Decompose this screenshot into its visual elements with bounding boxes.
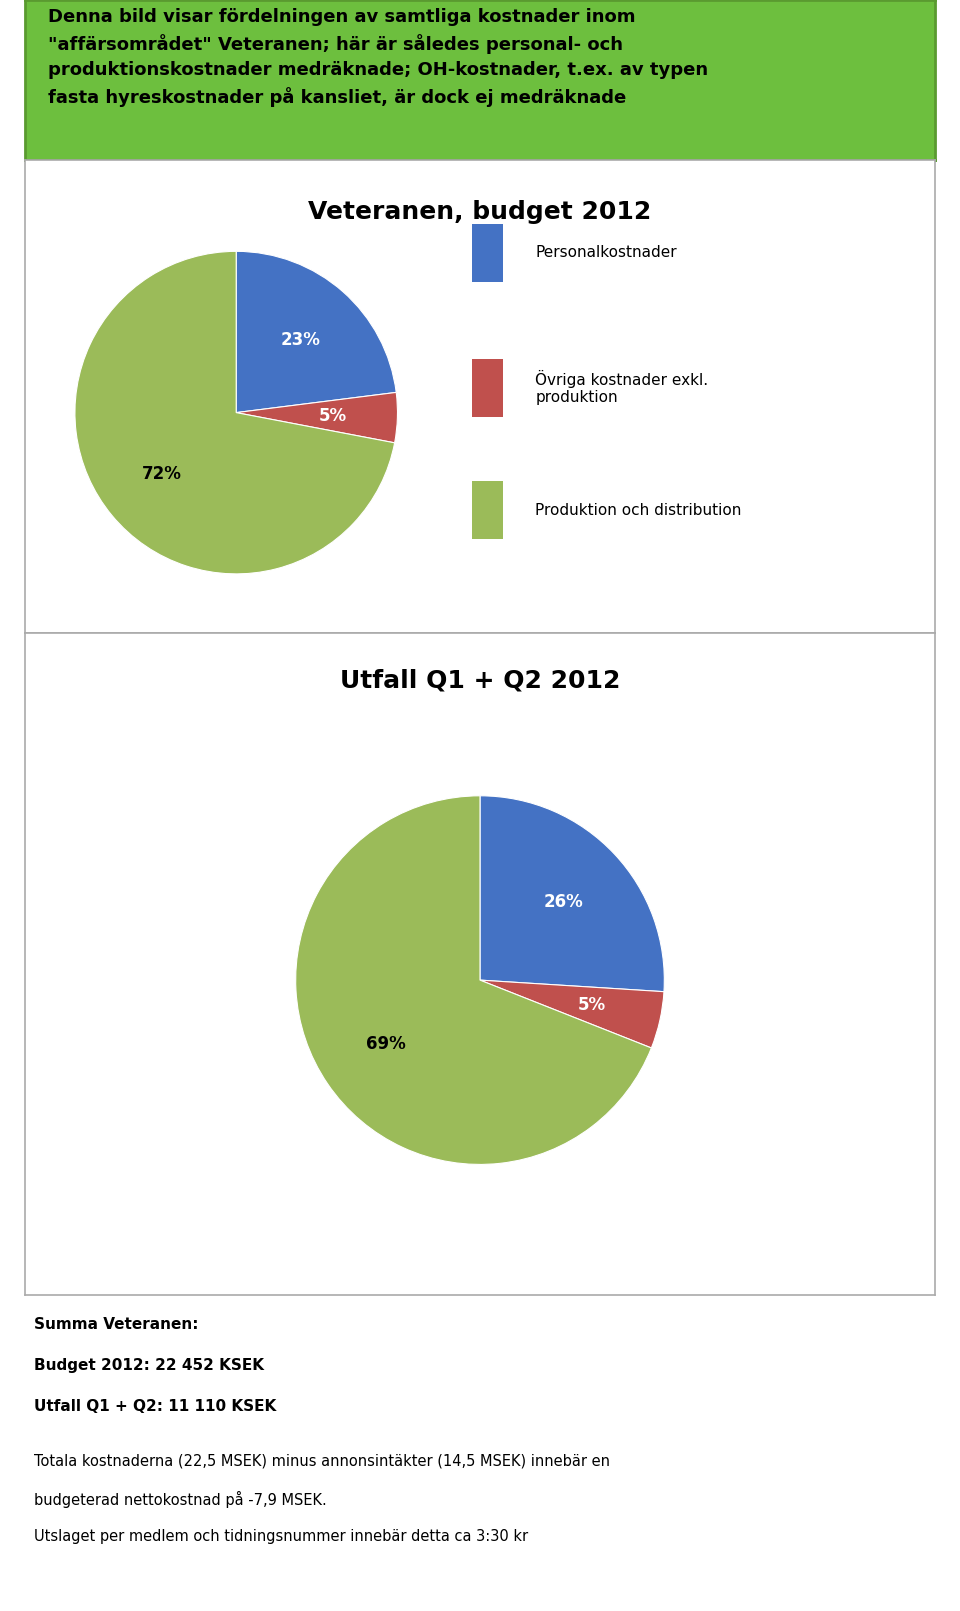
Wedge shape [75,251,395,574]
Text: Summa Veteranen:: Summa Veteranen: [34,1318,198,1332]
Bar [471,482,503,540]
Text: Budget 2012: 22 452 KSEK: Budget 2012: 22 452 KSEK [34,1358,264,1373]
Text: 5%: 5% [319,406,347,425]
Text: Utfall Q1 + Q2: 11 110 KSEK: Utfall Q1 + Q2: 11 110 KSEK [34,1400,276,1414]
Text: 69%: 69% [366,1036,405,1054]
Wedge shape [480,796,664,992]
Text: 5%: 5% [578,996,606,1013]
Text: Produktion och distribution: Produktion och distribution [535,503,741,517]
Wedge shape [236,393,397,443]
Text: Denna bild visar fördelningen av samtliga kostnader inom
"affärsområdet" Veteran: Denna bild visar fördelningen av samtlig… [48,8,708,106]
Text: 26%: 26% [543,892,583,910]
Text: 72%: 72% [142,466,181,483]
Wedge shape [480,979,664,1049]
Text: 23%: 23% [280,330,320,350]
Text: Övriga kostnader exkl.
produktion: Övriga kostnader exkl. produktion [535,371,708,406]
Text: budgeterad nettokostnad på -7,9 MSEK.: budgeterad nettokostnad på -7,9 MSEK. [34,1490,326,1508]
Bar [471,224,503,282]
Text: Totala kostnaderna (22,5 MSEK) minus annonsintäkter (14,5 MSEK) innebär en: Totala kostnaderna (22,5 MSEK) minus ann… [34,1453,610,1468]
Text: Veteranen, budget 2012: Veteranen, budget 2012 [308,200,652,224]
Text: Utslaget per medlem och tidningsnummer innebär detta ca 3:30 kr: Utslaget per medlem och tidningsnummer i… [34,1529,528,1543]
Wedge shape [236,251,396,412]
Text: Personalkostnader: Personalkostnader [535,245,677,261]
Text: Utfall Q1 + Q2 2012: Utfall Q1 + Q2 2012 [340,669,620,693]
Bar [471,359,503,417]
Wedge shape [296,796,652,1165]
